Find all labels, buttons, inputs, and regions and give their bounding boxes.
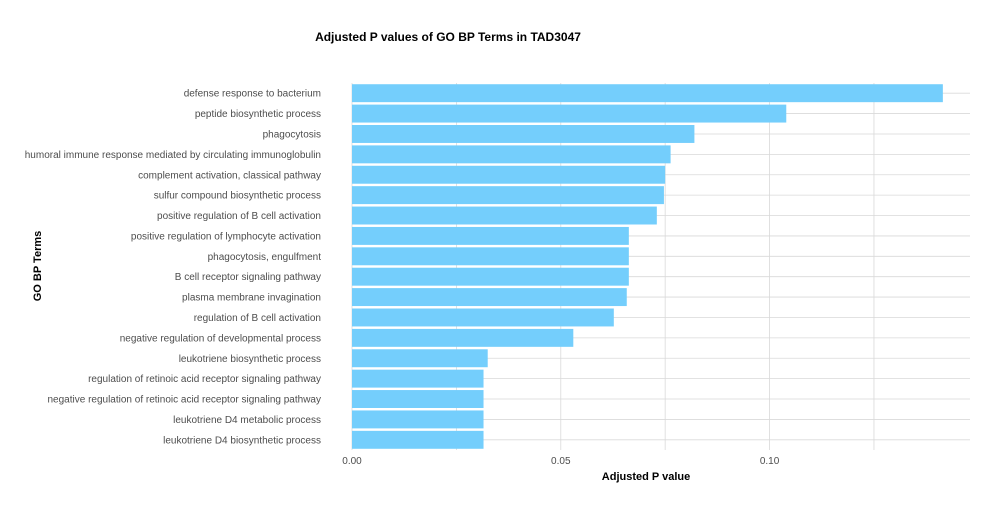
- bar-2: [352, 125, 695, 143]
- bar-15: [352, 390, 484, 408]
- bar-13: [352, 349, 488, 368]
- bar-12: [352, 328, 574, 347]
- category-label-3: humoral immune response mediated by circ…: [25, 150, 321, 161]
- chart-title: Adjusted P values of GO BP Terms in TAD3…: [315, 30, 581, 44]
- category-label-11: regulation of B cell activation: [194, 313, 321, 324]
- bar-8: [352, 247, 629, 266]
- category-label-6: positive regulation of B cell activation: [157, 211, 321, 222]
- x-tick-label-2: 0.10: [760, 456, 780, 467]
- x-ticks: 0.00 0.05 0.10: [342, 456, 779, 467]
- x-axis-title: Adjusted P value: [602, 471, 690, 483]
- bar-1: [352, 104, 787, 123]
- bar-17: [352, 430, 484, 449]
- category-label-4: complement activation, classical pathway: [138, 170, 321, 181]
- bar-14: [352, 369, 484, 388]
- bars: [352, 84, 943, 449]
- bar-0: [352, 84, 943, 103]
- category-label-10: plasma membrane invagination: [182, 293, 321, 304]
- category-label-9: B cell receptor signaling pathway: [175, 272, 321, 283]
- bar-9: [352, 267, 629, 286]
- bar-16: [352, 410, 484, 429]
- category-label-2: phagocytosis: [263, 129, 321, 140]
- bar-5: [352, 186, 664, 205]
- x-tick-label-1: 0.05: [551, 456, 571, 467]
- bar-4: [352, 165, 666, 184]
- category-label-14: regulation of retinoic acid receptor sig…: [88, 374, 321, 385]
- bar-3: [352, 145, 671, 164]
- bar-11: [352, 308, 614, 327]
- category-label-17: leukotriene D4 biosynthetic process: [163, 435, 321, 446]
- category-label-8: phagocytosis, engulfment: [208, 252, 322, 263]
- category-label-12: negative regulation of developmental pro…: [120, 333, 321, 344]
- x-tick-label-0: 0.00: [342, 456, 362, 467]
- bar-7: [352, 226, 629, 245]
- category-label-13: leukotriene biosynthetic process: [179, 354, 321, 365]
- category-label-0: defense response to bacterium: [184, 89, 321, 100]
- category-labels: defense response to bacterium peptide bio…: [25, 89, 321, 447]
- category-label-16: leukotriene D4 metabolic process: [173, 415, 321, 426]
- y-axis-title: GO BP Terms: [32, 231, 44, 302]
- category-label-1: peptide biosynthetic process: [195, 109, 321, 120]
- bar-6: [352, 206, 657, 225]
- category-label-15: negative regulation of retinoic acid rec…: [47, 395, 321, 406]
- category-label-7: positive regulation of lymphocyte activa…: [131, 231, 321, 242]
- category-label-5: sulfur compound biosynthetic process: [154, 191, 321, 202]
- bar-10: [352, 288, 627, 307]
